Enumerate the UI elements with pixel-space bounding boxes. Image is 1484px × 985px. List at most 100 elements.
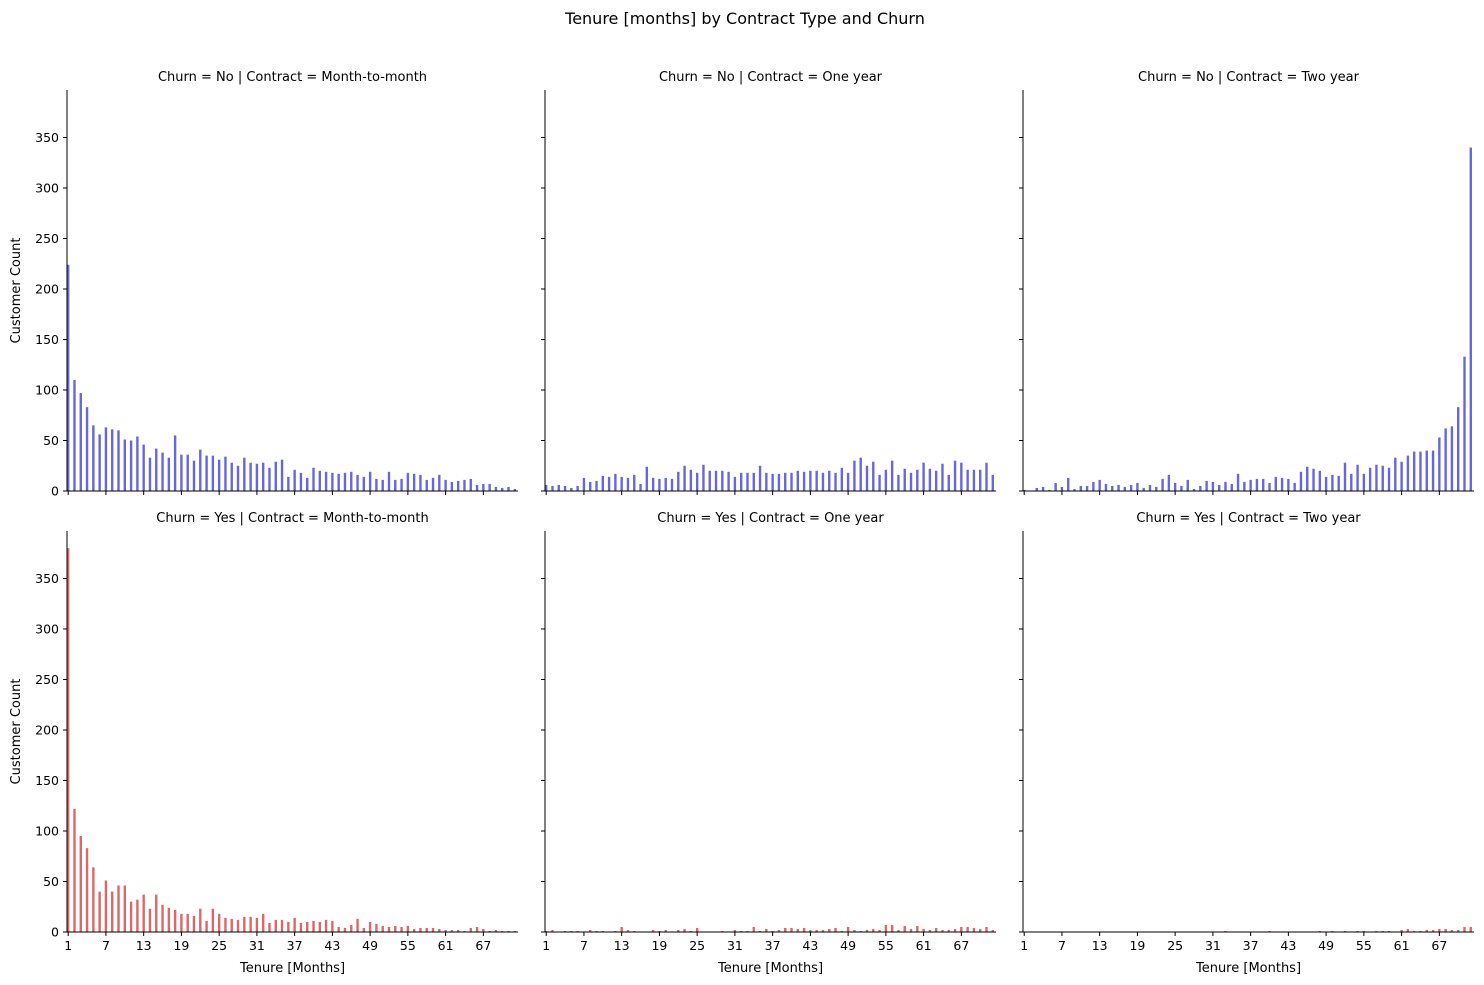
bar [733, 476, 737, 491]
bar [456, 480, 460, 491]
bar [79, 836, 82, 932]
bar [1117, 484, 1120, 491]
bar [752, 472, 755, 491]
bar [350, 471, 353, 491]
panel-1: Churn = No | Contract = Month-to-month 0 5… [9, 70, 518, 499]
bar [1381, 465, 1384, 491]
bar [941, 463, 944, 491]
bar [746, 472, 749, 491]
bar [752, 926, 755, 932]
x-tick-label: 61 [438, 938, 454, 953]
bar [872, 928, 875, 932]
bar [92, 425, 95, 491]
bar [243, 457, 246, 491]
bar [1450, 929, 1454, 932]
bar [1444, 928, 1447, 932]
bar [1243, 481, 1246, 491]
bar [1463, 926, 1466, 932]
x-tick-label: 19 [1129, 938, 1145, 953]
bar [431, 927, 435, 932]
bar [1387, 467, 1391, 491]
bar [796, 928, 799, 932]
x-tick-label: 13 [1092, 938, 1108, 953]
bar [494, 929, 498, 932]
bar [1217, 484, 1221, 491]
x-tick-label: 55 [878, 938, 894, 953]
bar [966, 926, 969, 932]
x-tick-label: 61 [916, 938, 932, 953]
bar [595, 930, 598, 932]
bar [815, 470, 818, 491]
bar [1394, 457, 1397, 491]
bar [1406, 455, 1410, 491]
bar [67, 548, 70, 932]
bar [1419, 930, 1422, 932]
bar [482, 483, 485, 491]
bar [1425, 450, 1428, 491]
bar [683, 928, 686, 932]
bar [739, 472, 743, 491]
bar [570, 930, 573, 932]
bar [1268, 482, 1271, 491]
bar [979, 928, 982, 932]
bar [299, 472, 303, 491]
y-axis-label: Customer Count [9, 238, 24, 344]
bar [148, 457, 152, 491]
bar [217, 913, 221, 932]
bar [909, 928, 913, 932]
bar [362, 927, 366, 932]
bar [1230, 483, 1233, 491]
bar [991, 929, 994, 932]
bar [148, 908, 152, 932]
bar [450, 929, 454, 932]
bar [1104, 483, 1108, 491]
bar [1306, 466, 1309, 491]
y-tick-label: 250 [35, 231, 59, 246]
bar [922, 462, 925, 491]
bar [708, 470, 711, 491]
panel-6: Churn = Yes | Contract = Two year 1 7 13 19 2… [1019, 511, 1474, 976]
bar [809, 929, 812, 932]
bar [765, 472, 768, 491]
bar [972, 469, 976, 491]
bar [375, 923, 378, 932]
bar [85, 407, 89, 491]
bar [809, 470, 812, 491]
bar [412, 928, 416, 932]
bar [186, 913, 189, 932]
bar [513, 488, 516, 491]
bar [664, 477, 667, 491]
bar [1148, 484, 1152, 491]
bar [771, 930, 774, 932]
bar [1400, 929, 1403, 932]
bar [1412, 930, 1416, 932]
bar [840, 467, 844, 491]
bar [1129, 484, 1133, 491]
bar [1035, 487, 1038, 491]
bar [450, 481, 454, 491]
bar [790, 927, 793, 932]
bar [205, 920, 208, 932]
bar [689, 930, 693, 932]
bar [306, 921, 309, 932]
bar [633, 930, 636, 932]
bar [1438, 437, 1441, 491]
panel-3: Churn = No | Contract = Two year [1019, 70, 1474, 495]
bar [501, 487, 504, 491]
bar [1293, 482, 1296, 491]
bar [73, 808, 76, 932]
bar [639, 483, 642, 491]
bar [1438, 928, 1441, 932]
bar [167, 907, 171, 932]
bar [645, 466, 649, 491]
bar [664, 929, 667, 932]
bar [400, 478, 403, 491]
bar [236, 919, 240, 932]
bar [337, 926, 340, 932]
y-tick-label: 300 [35, 621, 59, 636]
bar [173, 909, 177, 932]
bar [1457, 929, 1460, 932]
bar [651, 929, 655, 932]
bar [1469, 147, 1472, 491]
bar [306, 477, 309, 491]
